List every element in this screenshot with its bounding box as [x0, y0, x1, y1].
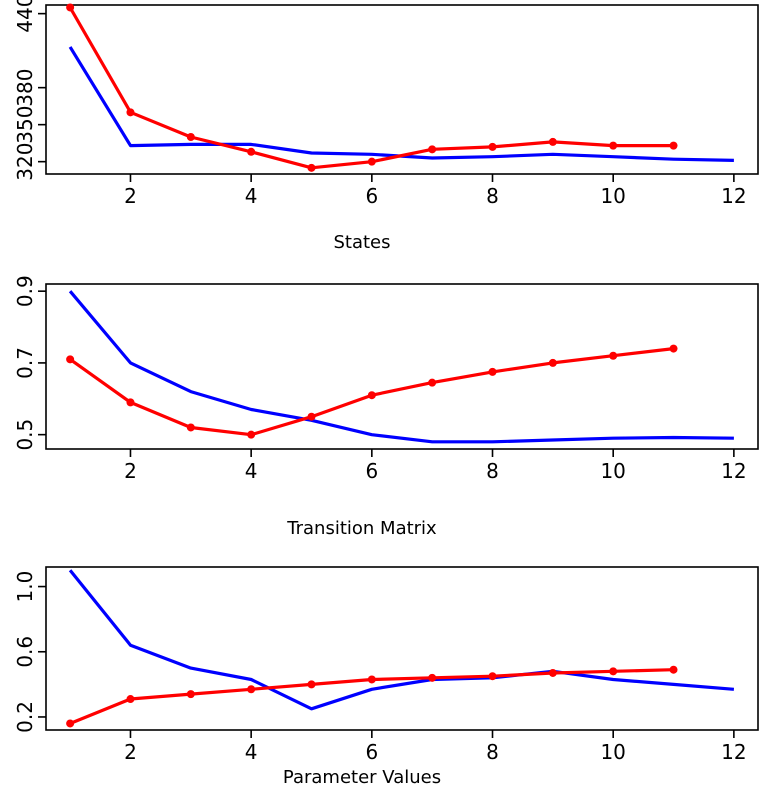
data-point	[247, 147, 256, 156]
y-tick-label: 350	[13, 106, 37, 144]
x-axis-label: Parameter Values	[283, 767, 441, 788]
data-point	[367, 157, 376, 166]
x-tick-label: 8	[486, 740, 499, 764]
data-point	[126, 398, 135, 407]
plot-frame	[45, 283, 759, 450]
data-point	[548, 137, 557, 146]
plot-frame	[45, 566, 759, 731]
y-tick-label: 0.6	[13, 636, 37, 668]
data-point	[126, 695, 135, 704]
data-point	[186, 132, 195, 141]
y-tick-label: 440	[13, 0, 37, 33]
data-point	[428, 673, 437, 682]
data-point	[367, 391, 376, 400]
data-point	[66, 719, 75, 728]
x-tick-label: 10	[600, 459, 625, 483]
x-tick-label: 4	[245, 459, 258, 483]
series-line-1	[68, 46, 734, 162]
data-point	[126, 108, 135, 117]
data-point	[428, 378, 437, 387]
x-tick-label: 10	[600, 184, 625, 208]
data-point	[66, 355, 75, 364]
x-tick-label: 12	[721, 184, 746, 208]
data-point	[307, 412, 316, 421]
data-point	[669, 141, 678, 150]
x-tick-label: 2	[124, 740, 137, 764]
x-tick-label: 6	[365, 459, 378, 483]
data-point	[488, 672, 497, 681]
data-point	[247, 685, 256, 694]
y-tick-label: 380	[13, 69, 37, 107]
data-point	[307, 163, 316, 172]
x-tick-label: 10	[600, 740, 625, 764]
plot-frame	[45, 4, 759, 175]
x-tick-label: 2	[124, 459, 137, 483]
x-tick-label: 2	[124, 184, 137, 208]
data-point	[247, 430, 256, 439]
x-axis-label: Transition Matrix	[286, 518, 437, 539]
data-point	[186, 690, 195, 699]
data-point	[186, 423, 195, 432]
x-tick-label: 4	[245, 184, 258, 208]
data-point	[307, 680, 316, 689]
data-point	[669, 344, 678, 353]
x-tick-label: 8	[486, 459, 499, 483]
data-point	[609, 351, 618, 360]
y-tick-label: 0.5	[13, 419, 37, 451]
y-tick-label: 1.0	[13, 571, 37, 603]
data-point	[609, 141, 618, 150]
chart-panel-2: 2 4 6 8 10 12 0.5 0.7 0.9 Transition Matrix	[13, 275, 759, 539]
x-tick-label: 12	[721, 459, 746, 483]
x-tick-label: 12	[721, 740, 746, 764]
data-point	[609, 667, 618, 676]
x-tick-label: 8	[486, 184, 499, 208]
x-tick-label: 4	[245, 740, 258, 764]
data-point	[488, 142, 497, 151]
y-tick-label: 0.9	[13, 275, 37, 307]
data-point	[367, 675, 376, 684]
series-line-1	[68, 569, 735, 711]
data-point	[488, 367, 497, 376]
x-tick-label: 6	[365, 740, 378, 764]
data-point	[548, 358, 557, 367]
y-tick-label: 0.2	[13, 701, 37, 733]
data-point	[428, 145, 437, 154]
data-point	[548, 668, 557, 677]
chart-panel-3: 2 4 6 8 10 12 0.2 0.6 1.0 Parameter Values	[13, 566, 759, 788]
data-point	[669, 665, 678, 674]
x-tick-label: 6	[365, 184, 378, 208]
x-axis-label: States	[333, 232, 390, 253]
y-tick-label: 320	[13, 143, 37, 181]
y-tick-label: 0.7	[13, 347, 37, 379]
series-line-1	[68, 290, 734, 444]
data-point	[66, 3, 75, 12]
